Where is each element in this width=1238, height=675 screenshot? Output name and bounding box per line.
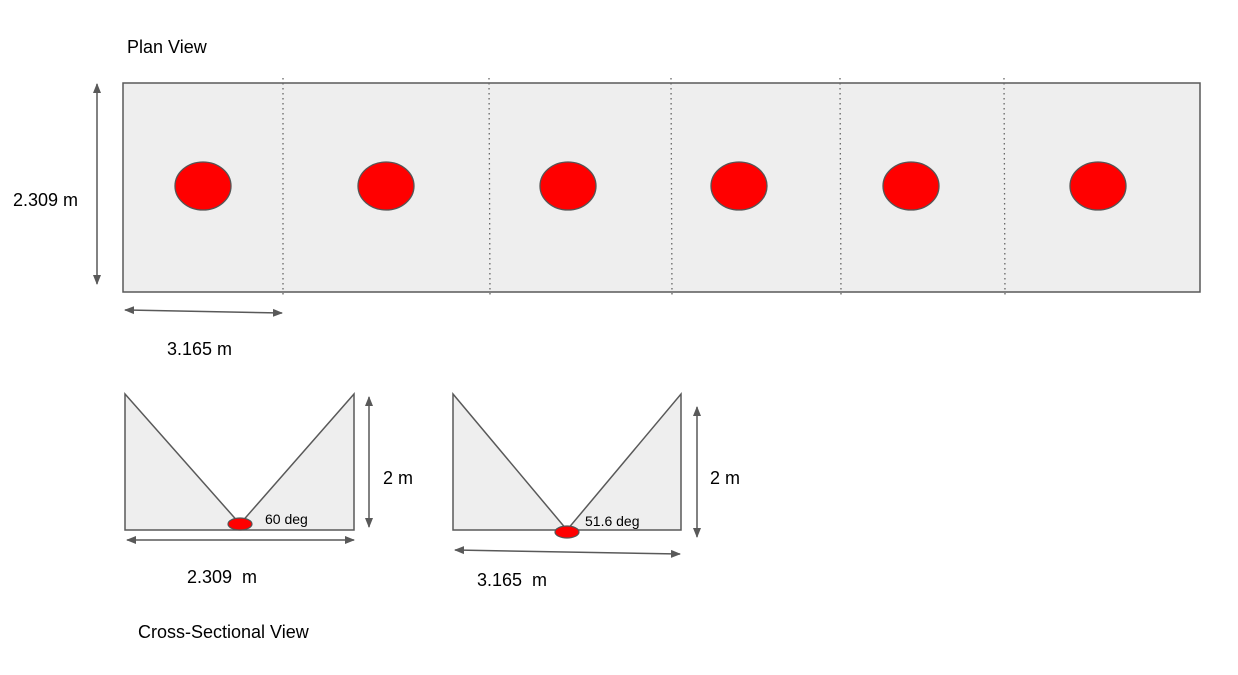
cross-section-right: 51.6 deg 2 m 3.165 m xyxy=(452,391,740,590)
light-fixture xyxy=(227,517,253,531)
light-fixtures xyxy=(174,161,1127,211)
plan-view-title: Plan View xyxy=(127,37,208,57)
plan-width-label: 2.309 m xyxy=(13,190,78,210)
width-label: 3.165 m xyxy=(477,570,547,590)
light-fixture xyxy=(554,525,580,539)
light-spread-section xyxy=(124,392,355,531)
light-fixture xyxy=(539,161,597,211)
light-fixture xyxy=(1069,161,1127,211)
plan-spacing-dimension-arrow xyxy=(124,306,283,317)
height-label: 2 m xyxy=(710,468,740,488)
light-spread-section xyxy=(452,391,682,532)
light-fixture xyxy=(174,161,232,211)
plan-view-room xyxy=(122,82,1201,293)
bay-dividers xyxy=(282,77,1006,298)
width-dimension-arrow xyxy=(454,546,681,558)
beam-angle-label: 51.6 deg xyxy=(585,513,640,529)
width-label: 2.309 m xyxy=(187,567,257,587)
beam-angle-label: 60 deg xyxy=(265,511,308,527)
light-fixture xyxy=(710,161,768,211)
light-fixture xyxy=(357,161,415,211)
cross-section-title: Cross-Sectional View xyxy=(138,622,310,642)
height-label: 2 m xyxy=(383,468,413,488)
plan-spacing-label: 3.165 m xyxy=(167,339,232,359)
light-fixture xyxy=(882,161,940,211)
cross-section-left: 60 deg 2 m 2.309 m xyxy=(124,392,413,587)
